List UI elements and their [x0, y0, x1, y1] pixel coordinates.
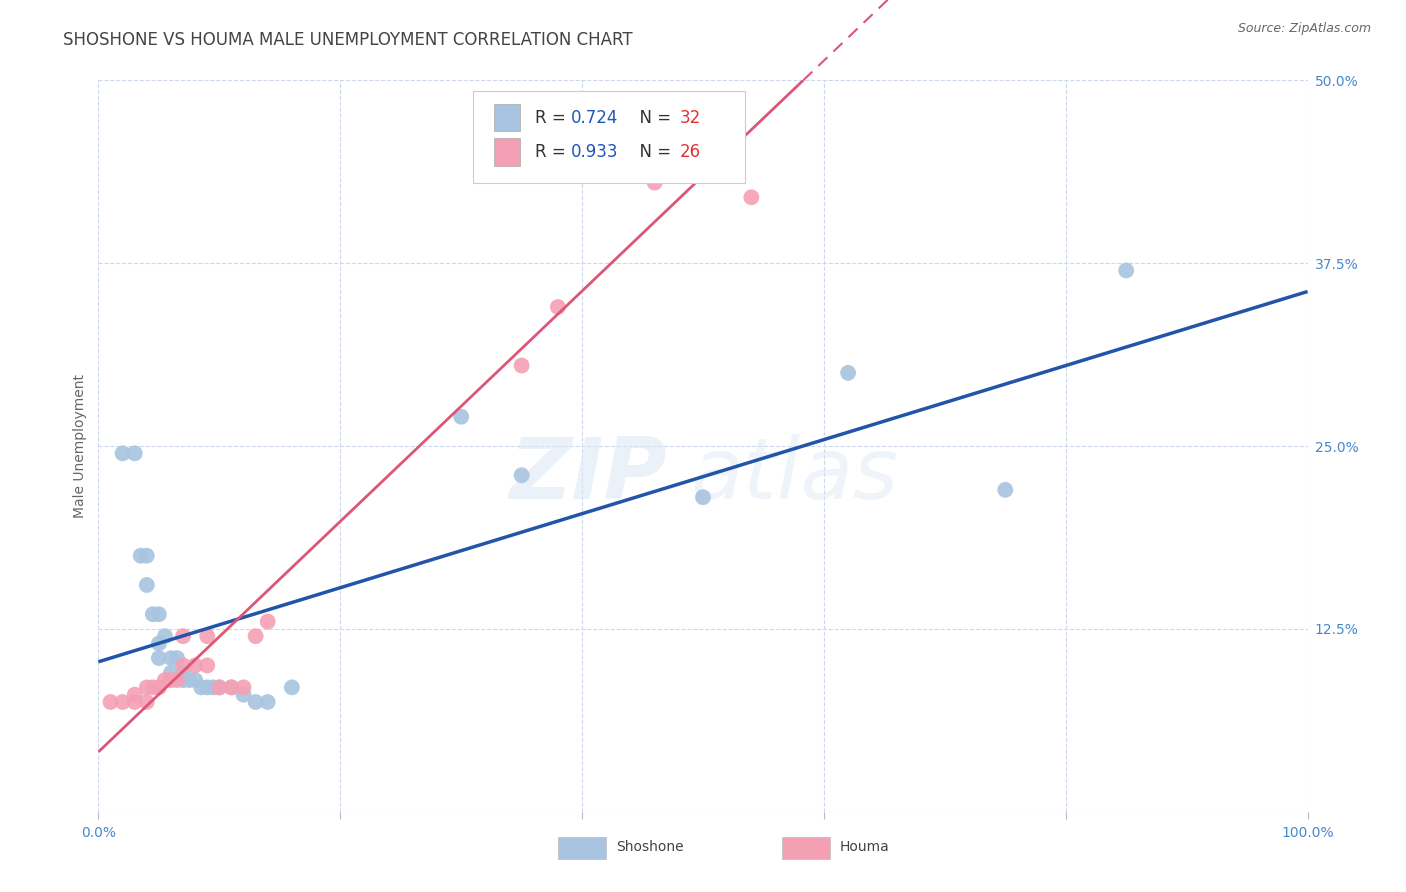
Point	[232, 681, 254, 695]
Point	[153, 629, 176, 643]
Point	[450, 409, 472, 424]
Text: R =: R =	[534, 109, 571, 127]
Point	[190, 681, 212, 695]
Point	[184, 673, 207, 687]
Text: atlas: atlas	[690, 434, 898, 516]
Point	[837, 366, 859, 380]
Y-axis label: Male Unemployment: Male Unemployment	[73, 374, 87, 518]
Point	[692, 490, 714, 504]
Point	[135, 549, 157, 563]
Text: 32: 32	[681, 109, 702, 127]
Point	[142, 607, 165, 622]
Point	[232, 688, 254, 702]
Point	[172, 658, 194, 673]
Point	[179, 673, 201, 687]
Point	[160, 673, 183, 687]
Point	[148, 681, 170, 695]
Point	[208, 681, 231, 695]
FancyBboxPatch shape	[782, 838, 830, 859]
Text: N =: N =	[630, 143, 676, 161]
Point	[740, 190, 762, 204]
Point	[166, 651, 188, 665]
Point	[100, 695, 122, 709]
Text: 26: 26	[681, 143, 702, 161]
Point	[148, 636, 170, 650]
Point	[281, 681, 304, 695]
Point	[510, 468, 533, 483]
Point	[245, 629, 267, 643]
Text: 0.724: 0.724	[571, 109, 619, 127]
Text: SHOSHONE VS HOUMA MALE UNEMPLOYMENT CORRELATION CHART: SHOSHONE VS HOUMA MALE UNEMPLOYMENT CORR…	[63, 31, 633, 49]
Point	[256, 695, 278, 709]
FancyBboxPatch shape	[474, 91, 745, 183]
Point	[148, 651, 170, 665]
Point	[195, 658, 218, 673]
Point	[111, 446, 134, 460]
Point	[148, 607, 170, 622]
FancyBboxPatch shape	[494, 103, 520, 131]
Point	[172, 629, 194, 643]
Text: N =: N =	[630, 109, 676, 127]
Point	[135, 578, 157, 592]
Point	[202, 681, 225, 695]
Point	[195, 681, 218, 695]
Point	[172, 673, 194, 687]
Point	[644, 176, 666, 190]
FancyBboxPatch shape	[558, 838, 606, 859]
Point	[166, 673, 188, 687]
Point	[124, 688, 146, 702]
Point	[221, 681, 243, 695]
Point	[160, 665, 183, 680]
Text: Source: ZipAtlas.com: Source: ZipAtlas.com	[1237, 22, 1371, 36]
Point	[256, 615, 278, 629]
Point	[153, 673, 176, 687]
Point	[129, 549, 152, 563]
Point	[595, 153, 617, 168]
Point	[221, 681, 243, 695]
Point	[124, 446, 146, 460]
Point	[142, 681, 165, 695]
Point	[124, 695, 146, 709]
Point	[547, 300, 569, 314]
Text: ZIP: ZIP	[509, 434, 666, 516]
Point	[135, 695, 157, 709]
Point	[245, 695, 267, 709]
Point	[184, 658, 207, 673]
Text: Houma: Houma	[839, 840, 890, 854]
Point	[994, 483, 1017, 497]
Point	[208, 681, 231, 695]
FancyBboxPatch shape	[494, 138, 520, 166]
Point	[1115, 263, 1137, 277]
Point	[172, 665, 194, 680]
Point	[195, 629, 218, 643]
Point	[160, 651, 183, 665]
Text: 0.933: 0.933	[571, 143, 619, 161]
Text: Shoshone: Shoshone	[616, 840, 683, 854]
Point	[111, 695, 134, 709]
Point	[510, 359, 533, 373]
Point	[135, 681, 157, 695]
Text: R =: R =	[534, 143, 571, 161]
